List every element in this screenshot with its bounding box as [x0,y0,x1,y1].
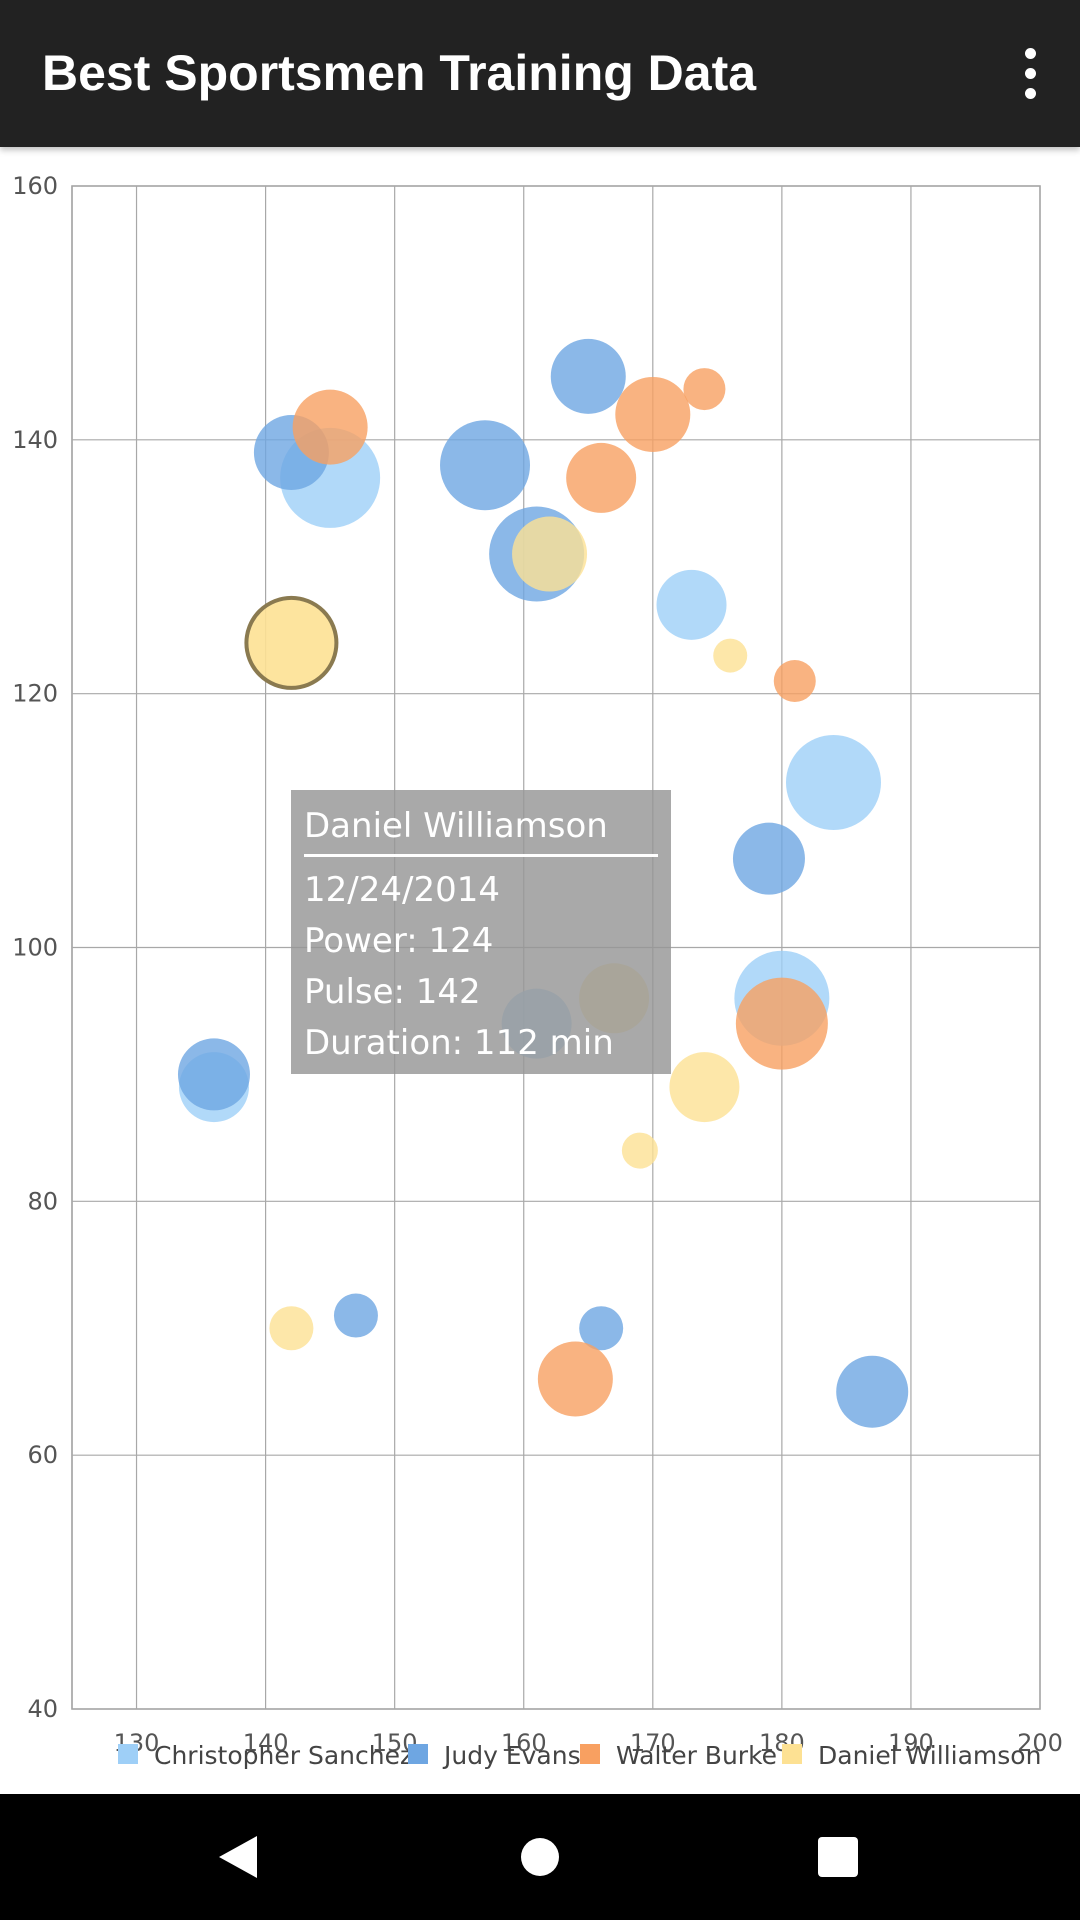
legend-swatch [408,1744,428,1764]
legend-label: Judy Evans [442,1741,581,1770]
menu-dot [1024,67,1036,79]
recent-apps-square-icon[interactable] [803,1822,873,1892]
tooltip-series-name: Daniel Williamson [304,804,658,857]
bubble-point[interactable] [244,595,339,690]
y-tick-label: 160 [12,172,58,200]
chart-tooltip: Daniel Williamson 12/24/2014 Power: 124 … [291,790,671,1074]
more-vert-icon[interactable] [1000,38,1060,108]
bubble-point[interactable] [669,1052,740,1123]
legend-label: Christopher Sanchez [154,1741,413,1770]
tooltip-duration: Duration: 112 min [304,1023,614,1063]
bubble-point[interactable] [550,338,626,414]
app-title: Best Sportsmen Training Data [42,45,757,101]
bubble-point[interactable] [579,1306,624,1351]
menu-dot [1024,87,1036,99]
tooltip-pulse: Pulse: 142 [304,972,481,1012]
bubble-point[interactable] [773,659,816,702]
bubble-point[interactable] [621,1132,658,1169]
bubble-point[interactable] [615,376,691,452]
x-tick-label: 190 [888,1729,934,1757]
bubble-point[interactable] [735,977,828,1070]
bubble-point[interactable] [732,822,805,895]
legend-swatch [118,1744,138,1764]
x-tick-label: 170 [630,1729,676,1757]
bubble-point[interactable] [656,569,727,640]
home-circle-icon[interactable] [505,1822,575,1892]
menu-dot [1024,47,1036,59]
bubble-point[interactable] [440,420,531,511]
bubble-point[interactable] [177,1038,250,1111]
y-tick-label: 60 [27,1441,58,1469]
y-tick-label: 80 [27,1187,58,1215]
chart-area: 130 140 150 160 170 180 190 200 40 60 80 100 120 140 1… [0,147,1080,1794]
legend-swatch [782,1744,802,1764]
bubble-point[interactable] [292,389,368,465]
bubble-point[interactable] [785,735,881,831]
y-tick-label: 40 [27,1695,58,1723]
app-bar: Best Sportsmen Training Data [0,0,1080,147]
back-triangle-icon[interactable] [205,1822,275,1892]
legend-label: Daniel Williamson [818,1741,1041,1770]
legend-label: Walter Burke [616,1741,777,1770]
tooltip-power: Power: 124 [304,921,494,961]
y-tick-label: 120 [12,680,58,708]
bubble-point[interactable] [537,1341,613,1417]
bubble-point[interactable] [333,1293,378,1338]
bubble-point[interactable] [836,1355,909,1428]
x-tick-label: 160 [501,1729,547,1757]
y-tick-label: 100 [12,934,58,962]
x-tick-label: 200 [1017,1729,1063,1757]
legend-swatch [580,1744,600,1764]
system-nav-bar [0,1794,1080,1920]
x-tick-label: 140 [243,1729,289,1757]
tooltip-date: 12/24/2014 [304,870,500,910]
bubble-point[interactable] [683,368,726,411]
y-tick-label: 140 [12,426,58,454]
bubble-point[interactable] [566,442,637,513]
bubble-point[interactable] [512,516,588,592]
bubble-point[interactable] [269,1306,314,1351]
bubble-point[interactable] [713,638,748,673]
